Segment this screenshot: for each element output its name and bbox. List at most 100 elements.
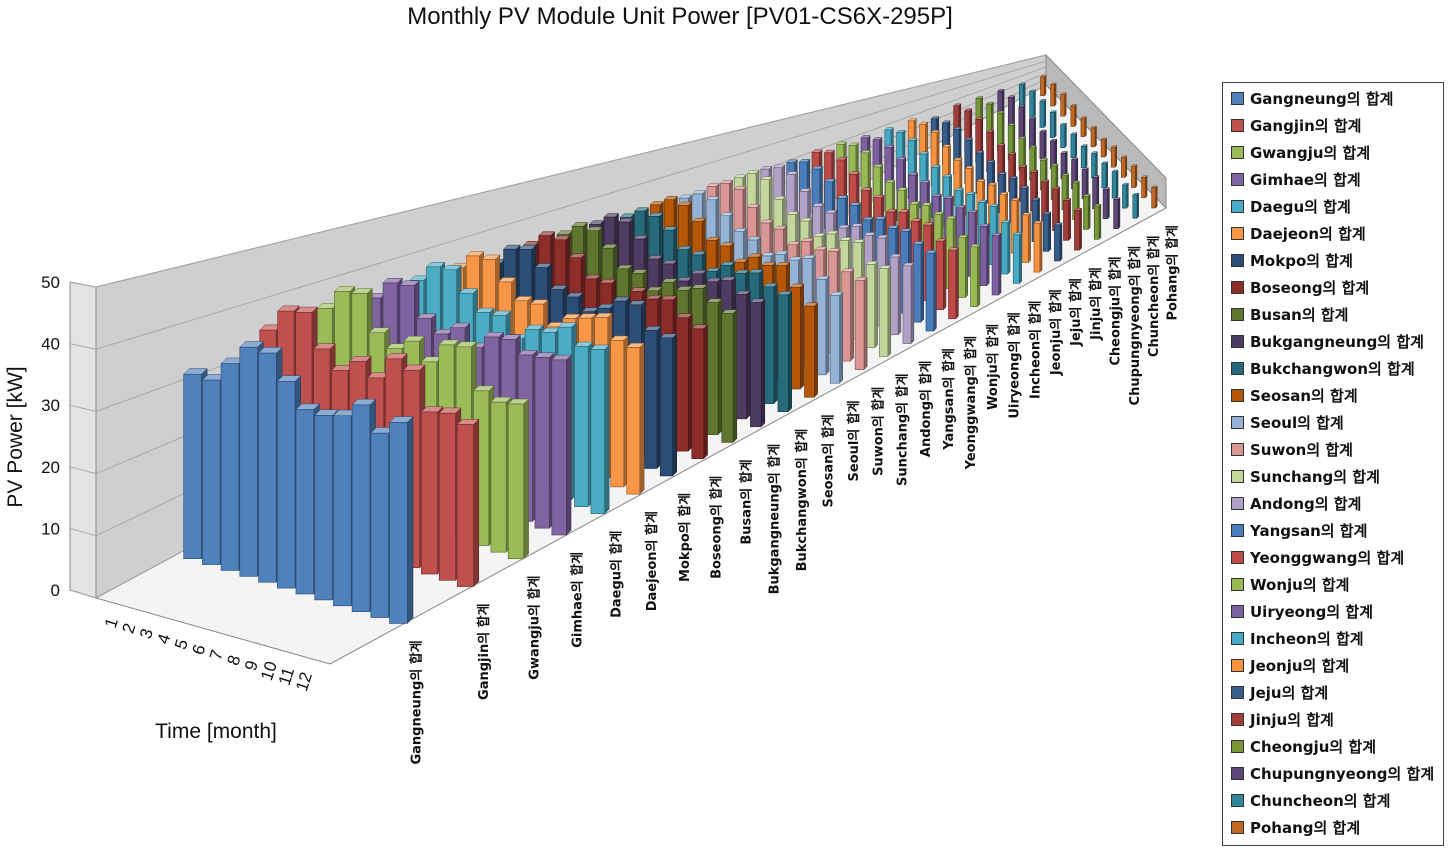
- bar-front: [879, 268, 889, 357]
- category-label: Yangsan의 합계: [941, 348, 957, 451]
- bar: [1120, 155, 1128, 178]
- bar-front: [1113, 199, 1119, 229]
- legend-item: Bukgangneung의 합계: [1231, 330, 1424, 352]
- bar-front: [1060, 94, 1065, 117]
- bar-front: [456, 424, 474, 587]
- bar-front: [1070, 134, 1076, 159]
- bar-side: [1048, 211, 1052, 252]
- bar-front: [295, 409, 315, 595]
- bar-front: [706, 302, 719, 435]
- bar-front: [1122, 184, 1127, 209]
- bar-side: [746, 290, 751, 420]
- bar: [947, 247, 959, 320]
- category-label: Busan의 합계: [738, 459, 754, 544]
- bar-front: [958, 237, 966, 298]
- category-label: Incheon의 합계: [1027, 301, 1043, 399]
- bar: [590, 344, 610, 515]
- bar-front: [777, 294, 789, 413]
- gridline: [95, 60, 1047, 350]
- bar: [1093, 203, 1102, 240]
- bar-side: [920, 240, 924, 323]
- category-label: Gangjin의 합계: [476, 603, 492, 700]
- bar-front: [691, 328, 704, 460]
- bar-front: [183, 373, 202, 559]
- y-tick-label: 0: [51, 581, 60, 600]
- bar-front: [676, 317, 689, 452]
- bar-front: [1060, 124, 1066, 148]
- legend-swatch: [1231, 442, 1244, 456]
- category-label: Yeonggwang의 합계: [963, 336, 979, 471]
- legend-label: Sunchang의 합계: [1250, 467, 1380, 486]
- bar-front: [421, 411, 438, 575]
- bar-side: [863, 276, 868, 371]
- legend-swatch: [1231, 685, 1244, 699]
- bar: [1091, 174, 1100, 210]
- legend-label: Daegu의 합계: [1250, 197, 1351, 216]
- legend-swatch: [1231, 253, 1244, 267]
- bar: [1018, 104, 1026, 140]
- bar-front: [507, 403, 524, 560]
- bar: [1000, 219, 1011, 275]
- bar: [1073, 207, 1083, 251]
- bar: [1130, 163, 1138, 189]
- bar-front: [659, 337, 673, 477]
- category-label: Jeonju의 합계: [1048, 289, 1064, 376]
- bar-front: [1001, 222, 1009, 275]
- month-tick-label: 12: [292, 670, 316, 694]
- legend-swatch: [1231, 334, 1244, 348]
- legend-item: Pohang의 합계: [1231, 816, 1360, 838]
- bar: [803, 302, 819, 398]
- legend-swatch: [1231, 604, 1244, 618]
- bar-front: [735, 294, 747, 420]
- legend-swatch: [1231, 712, 1244, 726]
- bar-front: [948, 249, 957, 320]
- legend-item: Jeju의 합계: [1231, 681, 1328, 703]
- bar-front: [314, 415, 333, 601]
- bar: [1113, 197, 1121, 230]
- bar-side: [839, 291, 844, 384]
- bar: [1053, 222, 1063, 262]
- bar-side: [910, 262, 915, 345]
- bar: [1060, 92, 1067, 117]
- legend-item: Busan의 합계: [1231, 303, 1348, 325]
- legend-item: Gangneung의 합계: [1231, 87, 1393, 109]
- bar-front: [1101, 163, 1107, 189]
- bar-front: [1080, 146, 1086, 169]
- category-label: Chupungnyeong의 합계: [1127, 246, 1143, 406]
- gridline-left: [69, 466, 97, 475]
- bar: [969, 243, 981, 308]
- bar-side: [825, 275, 830, 376]
- bar: [643, 325, 662, 470]
- category-label: Jinju의 합계: [1088, 267, 1104, 341]
- legend-label: Uiryeong의 합계: [1250, 602, 1374, 621]
- legend-label: Jeju의 합계: [1250, 683, 1329, 702]
- bar-front: [551, 359, 567, 536]
- bar-front: [644, 330, 658, 469]
- bar-side: [887, 265, 892, 358]
- bar: [1012, 231, 1023, 285]
- bar: [749, 298, 766, 428]
- legend-label: Boseong의 합계: [1250, 278, 1370, 297]
- bar: [551, 354, 572, 536]
- y-tick-label: 40: [41, 335, 60, 354]
- bar: [1050, 82, 1057, 107]
- bar: [1028, 89, 1037, 118]
- bar-front: [913, 243, 922, 323]
- bar: [534, 352, 555, 529]
- bar-front: [1012, 234, 1020, 284]
- bar-front: [1100, 139, 1106, 158]
- legend-item: Gimhae의 합계: [1231, 168, 1361, 190]
- bar: [925, 249, 937, 332]
- bar-front: [258, 352, 277, 583]
- category-label: Mokpo의 합계: [677, 493, 693, 582]
- legend-item: Jinju의 합계: [1231, 708, 1334, 730]
- legend-swatch: [1231, 307, 1244, 321]
- bar-side: [473, 418, 480, 588]
- bar-side: [814, 302, 818, 398]
- bar-front: [1121, 157, 1126, 178]
- x-axis-title: Time [month]: [155, 720, 277, 743]
- bar-front: [1131, 165, 1136, 188]
- category-label: Sunchang의 합계: [895, 373, 911, 486]
- bar-side: [566, 354, 572, 536]
- bar-front: [202, 379, 221, 565]
